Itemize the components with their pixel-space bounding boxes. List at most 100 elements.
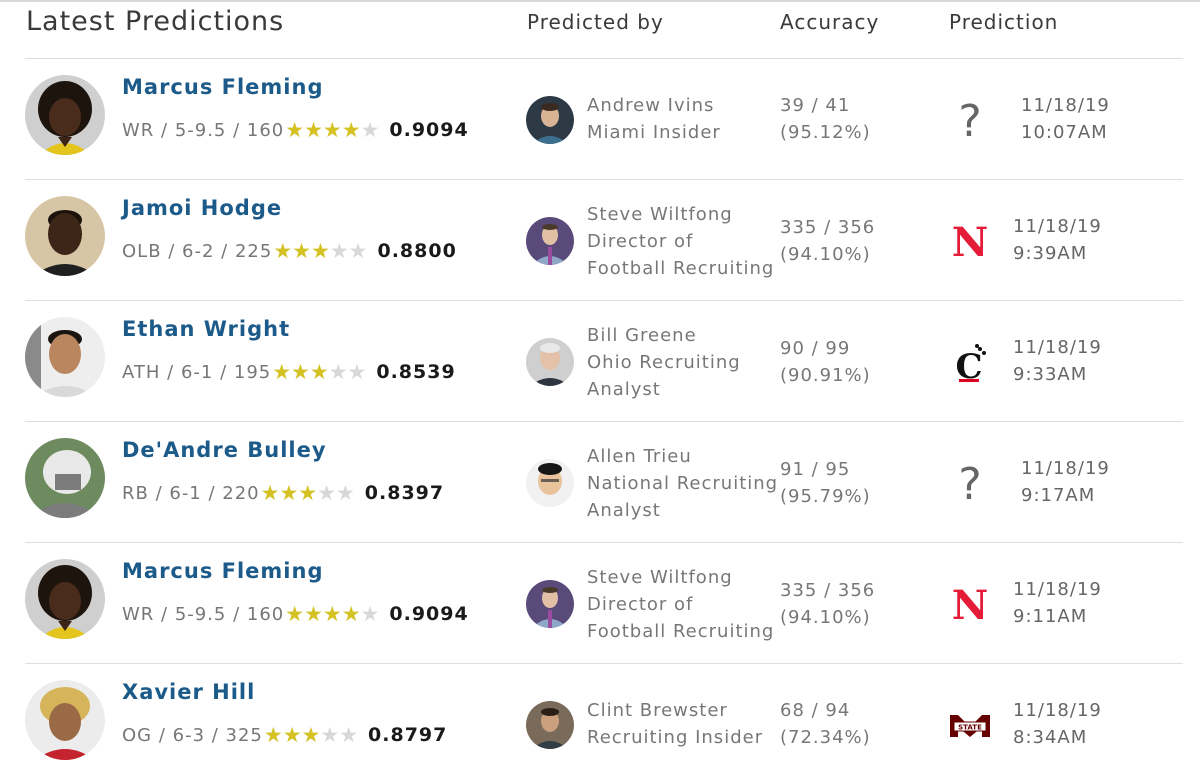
star-filled-icon: ★ — [279, 480, 299, 505]
predictor-title: Director of — [587, 231, 694, 252]
mississippi-state-logo-icon: STATE — [950, 715, 990, 737]
page-title: Latest Predictions — [26, 6, 285, 37]
player-info: OG / 6-3 / 325 — [122, 724, 263, 746]
player-avatar[interactable] — [25, 196, 105, 276]
nebraska-logo-icon: N — [952, 585, 989, 625]
star-rating: ★ ★ ★ ★ ★ — [285, 117, 379, 142]
star-rating: ★ ★ ★ ★ ★ — [272, 359, 367, 384]
accuracy-count: 39 / 41 — [780, 95, 851, 116]
predictor-avatar[interactable] — [526, 701, 574, 749]
column-header-predicted-by: Predicted by — [527, 10, 664, 34]
predictor-title: Ohio Recruiting — [587, 352, 741, 373]
predicted-school[interactable]: ? — [943, 95, 997, 147]
star-filled-icon: ★ — [291, 359, 310, 384]
predictor-name: Steve Wiltfong — [587, 567, 733, 588]
player-avatar[interactable] — [25, 317, 105, 397]
player-rating: 0.8797 — [368, 724, 448, 746]
star-filled-icon: ★ — [309, 359, 329, 384]
star-empty-icon: ★ — [348, 238, 368, 263]
star-empty-icon: ★ — [347, 359, 367, 384]
question-mark-icon: ? — [958, 458, 982, 510]
prediction-date: 11/18/19 — [1013, 337, 1102, 358]
star-filled-icon: ★ — [310, 238, 330, 263]
predictor-name: Clint Brewster — [587, 700, 728, 721]
predictor-info[interactable]: Andrew Ivins Miami Insider — [587, 92, 721, 146]
star-filled-icon: ★ — [304, 117, 323, 142]
accuracy-percent: (72.34%) — [780, 727, 871, 748]
cincinnati-logo-icon: C — [955, 344, 986, 384]
accuracy-count: 91 / 95 — [780, 459, 851, 480]
predictor-accuracy: 335 / 356 (94.10%) — [780, 214, 875, 268]
player-rating: 0.8539 — [376, 361, 456, 383]
player-name-link[interactable]: Ethan Wright — [122, 317, 291, 341]
predictor-avatar[interactable] — [526, 459, 574, 507]
star-filled-icon: ★ — [285, 601, 305, 626]
predictor-title: Miami Insider — [587, 122, 721, 143]
prediction-row: Ethan Wright ATH / 6-1 / 195 ★ ★ ★ ★ ★ 0.853… — [25, 300, 1183, 421]
star-filled-icon: ★ — [260, 480, 280, 505]
prediction-time: 9:11AM — [1013, 606, 1088, 627]
prediction-row: De'Andre Bulley RB / 6-1 / 220 ★ ★ ★ ★ ★ 0.8… — [25, 421, 1183, 542]
column-header-prediction: Prediction — [949, 10, 1059, 34]
star-filled-icon: ★ — [282, 722, 302, 747]
predictor-info[interactable]: Steve Wiltfong Director of Football Recr… — [587, 564, 774, 645]
star-empty-icon: ★ — [328, 359, 348, 384]
star-rating: ★ ★ ★ ★ ★ — [264, 722, 358, 747]
star-empty-icon: ★ — [320, 722, 340, 747]
prediction-date: 11/18/19 — [1013, 700, 1102, 721]
svg-text:C: C — [955, 347, 982, 384]
predicted-school[interactable]: N — [943, 218, 997, 266]
column-header-accuracy: Accuracy — [780, 10, 880, 34]
predictor-name: Steve Wiltfong — [587, 204, 733, 225]
top-divider — [0, 0, 1200, 2]
star-rating: ★ ★ ★ ★ ★ — [285, 601, 379, 626]
prediction-date: 11/18/19 — [1013, 579, 1102, 600]
question-mark-icon: ? — [958, 95, 982, 147]
predictor-title-cont: Analyst — [587, 500, 661, 521]
star-rating: ★ ★ ★ ★ ★ — [273, 238, 368, 263]
player-info: ATH / 6-1 / 195 — [122, 361, 272, 383]
predicted-school[interactable]: N — [943, 581, 997, 629]
predictor-accuracy: 39 / 41 (95.12%) — [780, 92, 871, 146]
nebraska-logo-icon: N — [952, 222, 989, 262]
predictor-avatar[interactable] — [526, 580, 574, 628]
predictor-avatar[interactable] — [526, 338, 574, 386]
prediction-row: Marcus Fleming WR / 5-9.5 / 160 ★ ★ ★ ★ ★ 0.… — [25, 542, 1183, 663]
prediction-datetime: 11/18/19 9:17AM — [1021, 455, 1110, 509]
star-filled-icon: ★ — [341, 117, 361, 142]
predicted-school[interactable]: C — [943, 339, 997, 387]
predictor-avatar[interactable] — [526, 96, 574, 144]
predictor-name: Bill Greene — [587, 325, 697, 346]
predictor-info[interactable]: Bill Greene Ohio Recruiting Analyst — [587, 322, 741, 403]
svg-text:N: N — [952, 585, 989, 625]
predicted-school[interactable]: ? — [943, 458, 997, 510]
player-name-link[interactable]: De'Andre Bulley — [122, 438, 327, 462]
player-avatar[interactable] — [25, 75, 105, 155]
predictor-title: Director of — [587, 594, 694, 615]
prediction-datetime: 11/18/19 9:11AM — [1013, 576, 1102, 630]
player-name-link[interactable]: Marcus Fleming — [122, 559, 324, 583]
predictor-title-cont: Football Recruiting — [587, 258, 775, 279]
player-avatar[interactable] — [25, 438, 105, 518]
predictor-accuracy: 335 / 356 (94.10%) — [780, 577, 875, 631]
predictor-avatar[interactable] — [526, 217, 574, 265]
player-info: WR / 5-9.5 / 160 — [122, 119, 285, 141]
prediction-date: 11/18/19 — [1021, 458, 1110, 479]
player-name-link[interactable]: Xavier Hill — [122, 680, 256, 704]
prediction-time: 8:34AM — [1013, 727, 1088, 748]
prediction-datetime: 11/18/19 9:33AM — [1013, 334, 1102, 388]
star-empty-icon: ★ — [335, 480, 355, 505]
player-avatar[interactable] — [25, 559, 105, 639]
predictor-info[interactable]: Allen Trieu National Recruiting Analyst — [587, 443, 778, 524]
predictor-info[interactable]: Steve Wiltfong Director of Football Recr… — [587, 201, 774, 282]
player-avatar[interactable] — [25, 680, 105, 760]
player-name-link[interactable]: Jamoi Hodge — [122, 196, 283, 220]
predicted-school[interactable]: STATE — [943, 702, 997, 750]
accuracy-percent: (95.79%) — [780, 486, 871, 507]
accuracy-percent: (90.91%) — [780, 365, 871, 386]
player-info: OLB / 6-2 / 225 — [122, 240, 273, 262]
player-name-link[interactable]: Marcus Fleming — [122, 75, 324, 99]
predictor-title-cont: Analyst — [587, 379, 661, 400]
player-meta: ATH / 6-1 / 195 ★ ★ ★ ★ ★ 0.8539 — [122, 361, 456, 383]
predictor-info[interactable]: Clint Brewster Recruiting Insider — [587, 697, 763, 751]
